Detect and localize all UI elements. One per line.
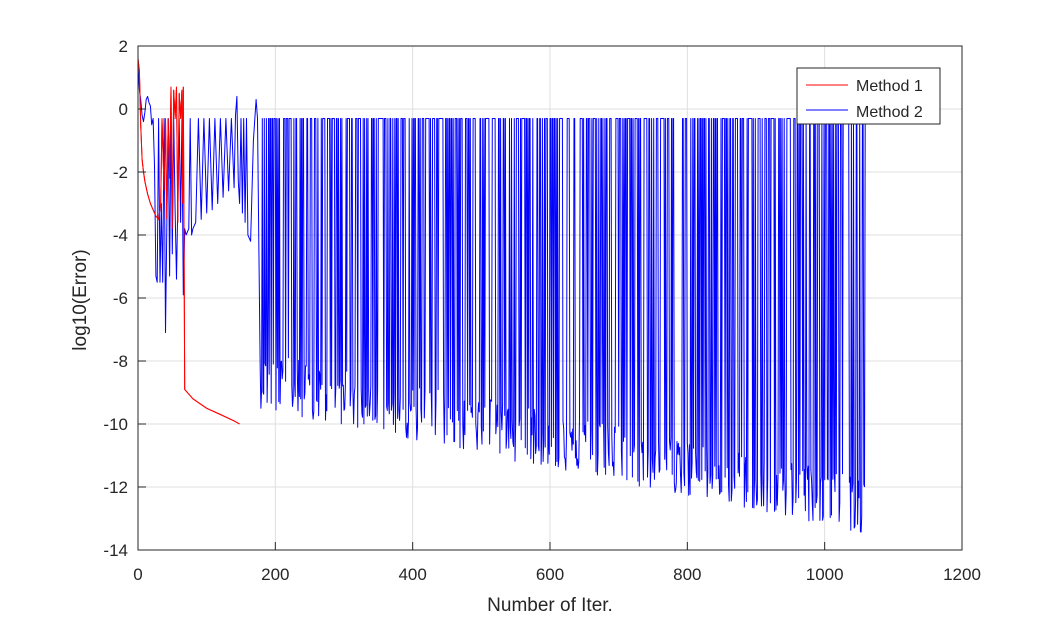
series-line-method-1 xyxy=(138,58,240,425)
y-tick-label: -10 xyxy=(103,415,128,434)
x-tick-label: 600 xyxy=(536,565,564,584)
y-tick-label: -12 xyxy=(103,478,128,497)
y-tick-label: 2 xyxy=(119,37,128,56)
plot-area xyxy=(138,58,866,533)
y-tick-label: -4 xyxy=(113,226,128,245)
y-tick-label: 0 xyxy=(119,100,128,119)
series-line-method-2 xyxy=(138,64,866,533)
legend-box xyxy=(796,67,941,125)
x-tick-label: 400 xyxy=(398,565,426,584)
legend-label-method-1: Method 1 xyxy=(856,78,923,95)
y-tick-label: -2 xyxy=(113,163,128,182)
y-tick-label: -14 xyxy=(103,541,128,560)
y-tick-label: -6 xyxy=(113,289,128,308)
axes xyxy=(137,45,963,551)
x-tick-label: 800 xyxy=(673,565,701,584)
x-tick-label: 200 xyxy=(261,565,289,584)
x-tick-label: 1200 xyxy=(943,565,981,584)
legend[interactable]: Method 1 Method 2 xyxy=(796,67,941,125)
series-line-method-1-overlay xyxy=(138,58,240,425)
x-axis-label: Number of Iter. xyxy=(487,595,613,616)
x-tick-label: 1000 xyxy=(806,565,844,584)
tick-labels: 0 200 400 600 800 1000 1200 -14 -12 -10 -8 -6 -4 -2 0 2 xyxy=(103,37,980,584)
y-tick-label: -8 xyxy=(113,352,128,371)
x-tick-label: 0 xyxy=(133,565,142,584)
legend-label-method-2: Method 2 xyxy=(856,104,923,121)
y-axis-label: log10(Error) xyxy=(70,249,91,350)
axes-box xyxy=(137,45,963,551)
